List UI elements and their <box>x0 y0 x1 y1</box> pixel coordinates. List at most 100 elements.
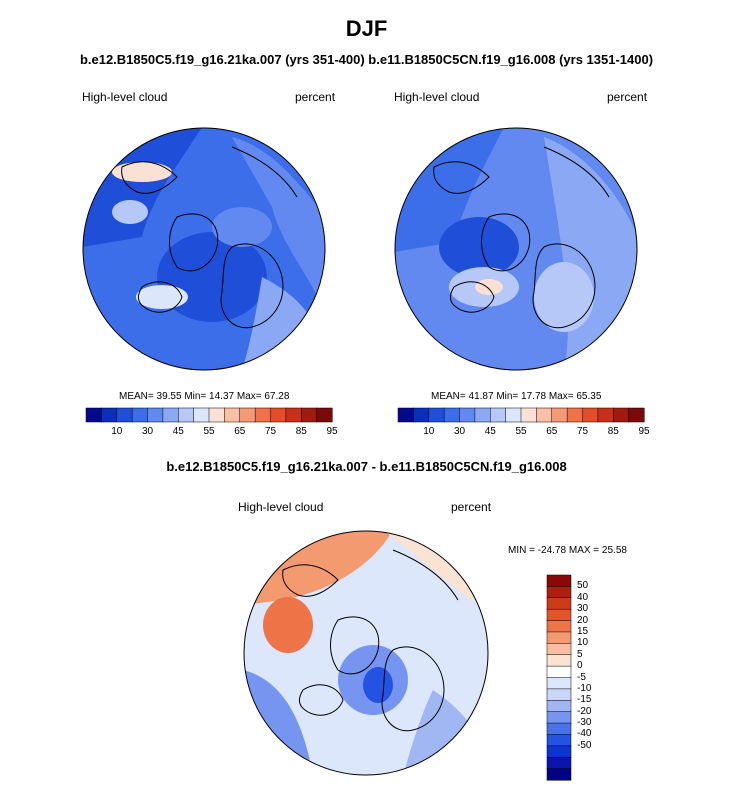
colorbar-tick-label: 50 <box>577 580 589 592</box>
right-colorbar-ticks: 10 30 45 55 65 75 85 95 <box>398 426 649 440</box>
colorbar-tick-label: -5 <box>577 671 586 683</box>
colorbar-swatch <box>546 631 572 644</box>
colorbar-tick-label: 65 <box>546 426 558 437</box>
colorbar-swatch <box>474 407 491 423</box>
right-field-east <box>544 137 637 370</box>
colorbar-tick-label: 20 <box>577 614 589 626</box>
colorbar-swatch <box>301 407 318 423</box>
colorbar-swatch <box>546 745 572 758</box>
colorbar-tick-label: 55 <box>515 426 527 437</box>
colorbar-swatch <box>546 756 572 770</box>
colorbar-tick-label: 10 <box>423 426 435 437</box>
left-field-atlantic-light <box>136 285 188 309</box>
colorbar-tick-label: -50 <box>577 739 592 751</box>
right-panel-map <box>394 127 638 371</box>
colorbar-swatch <box>628 407 645 423</box>
colorbar-tick-label: 5 <box>577 648 583 660</box>
right-field-pink-patch <box>475 279 503 295</box>
colorbar-swatch <box>597 407 614 423</box>
colorbar-swatch <box>316 407 333 423</box>
colorbar-tick-label: 45 <box>172 426 184 437</box>
difference-panel-map <box>243 530 489 776</box>
colorbar-swatch <box>546 620 572 633</box>
colorbar-tick-label: 95 <box>326 426 338 437</box>
right-field-dark-center <box>439 217 519 277</box>
colorbar-swatch <box>582 407 599 423</box>
colorbar-tick-label: 85 <box>295 426 307 437</box>
colorbar-tick-label: 15 <box>577 625 589 637</box>
colorbar-swatch <box>546 654 572 667</box>
left-field-light-patch <box>112 200 148 224</box>
right-panel-stats: MEAN= 41.87 Min= 17.78 Max= 65.35 <box>431 391 602 402</box>
left-colorbar-ticks: 10 30 45 55 65 75 85 95 <box>86 426 337 440</box>
colorbar-swatch <box>101 407 118 423</box>
colorbar-tick-label: 65 <box>234 426 246 437</box>
colorbar-swatch <box>85 407 102 423</box>
colorbar-swatch <box>147 407 164 423</box>
main-title: DJF <box>345 16 388 41</box>
colorbar-swatch <box>546 597 572 610</box>
diff-field-dark-blue <box>363 667 393 703</box>
colorbar-tick-label: 95 <box>638 426 650 437</box>
colorbar-swatch <box>546 688 572 701</box>
colorbar-tick-label: 45 <box>484 426 496 437</box>
right-panel-variable-label: High-level cloud <box>394 90 480 104</box>
diff-panel-units-label: percent <box>451 500 492 514</box>
left-field-mid-light <box>212 207 272 247</box>
colorbar-tick-label: 75 <box>264 426 277 437</box>
difference-colorbar-ticks: 50 40 30 20 15 10 5 0 -5 -10 -15 -20 -30 -40 -50 <box>577 575 617 780</box>
colorbar-tick-label: -15 <box>577 694 592 706</box>
colorbar-swatch <box>613 407 630 423</box>
colorbar-swatch <box>239 407 256 423</box>
difference-title: b.e12.B1850C5.f19_g16.21ka.007 - b.e11.B… <box>166 459 567 474</box>
colorbar-swatch <box>546 586 572 599</box>
colorbar-tick-label: 30 <box>453 426 466 437</box>
colorbar-swatch <box>162 407 179 423</box>
left-panel-variable-label: High-level cloud <box>82 90 168 104</box>
colorbar-tick-label: -40 <box>577 728 592 740</box>
colorbar-swatch <box>178 407 195 423</box>
difference-colorbar <box>546 574 572 781</box>
colorbar-swatch <box>566 407 584 423</box>
colorbar-tick-label: -20 <box>577 705 592 717</box>
colorbar-swatch <box>546 643 572 656</box>
colorbar-swatch <box>546 574 572 587</box>
left-panel-stats: MEAN= 39.55 Min= 14.37 Max= 67.28 <box>119 391 290 402</box>
diff-panel-variable-label: High-level cloud <box>238 500 324 514</box>
colorbar-tick-label: -30 <box>577 717 592 729</box>
subtitle: b.e12.B1850C5.f19_g16.21ka.007 (yrs 351-… <box>79 52 654 67</box>
colorbar-tick-label: 75 <box>576 426 589 437</box>
left-colorbar <box>85 407 333 423</box>
colorbar-swatch <box>490 407 507 423</box>
colorbar-tick-label: 30 <box>577 603 589 615</box>
colorbar-swatch <box>546 677 572 690</box>
colorbar-swatch <box>413 407 430 423</box>
colorbar-tick-label: -10 <box>577 682 592 694</box>
colorbar-tick-label: 10 <box>111 426 123 437</box>
colorbar-swatch <box>546 722 572 735</box>
colorbar-swatch <box>546 711 572 724</box>
colorbar-tick-label: 55 <box>203 426 215 437</box>
colorbar-swatch <box>546 665 572 679</box>
colorbar-swatch <box>546 768 572 781</box>
colorbar-swatch <box>551 407 568 423</box>
colorbar-tick-label: 40 <box>577 591 589 603</box>
colorbar-tick-label: 30 <box>141 426 154 437</box>
colorbar-tick-label: 0 <box>577 660 583 672</box>
colorbar-swatch <box>459 407 476 423</box>
colorbar-swatch <box>285 407 302 423</box>
colorbar-swatch <box>520 407 537 423</box>
diff-field-red-hotspot <box>263 597 313 653</box>
colorbar-swatch <box>208 407 225 423</box>
colorbar-swatch <box>443 407 461 423</box>
right-colorbar <box>397 407 645 423</box>
colorbar-swatch <box>546 700 572 713</box>
right-panel-units-label: percent <box>607 90 648 104</box>
right-field-east-light <box>534 262 594 332</box>
colorbar-swatch <box>270 407 287 423</box>
colorbar-swatch <box>131 407 149 423</box>
left-field-east-band <box>232 137 325 317</box>
colorbar-swatch <box>254 407 272 423</box>
left-panel-map <box>82 127 326 371</box>
colorbar-swatch <box>546 608 572 622</box>
